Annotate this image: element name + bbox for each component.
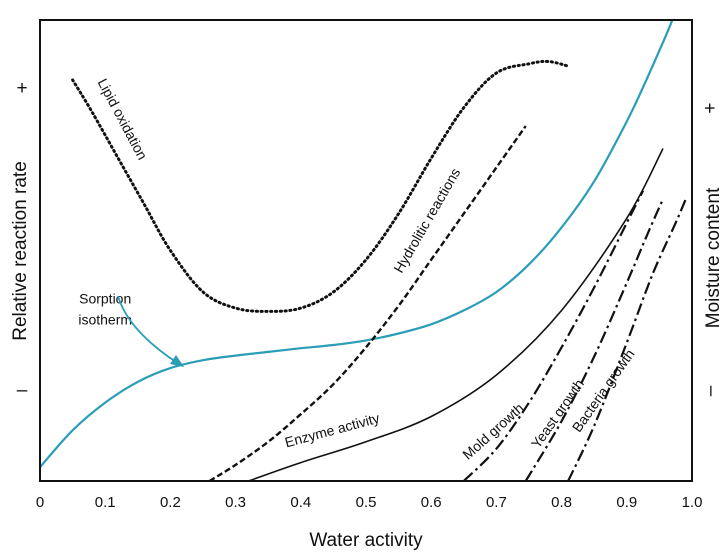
series-line-bacteria-growth xyxy=(567,199,687,482)
y-axis-plus-tick: + xyxy=(16,78,27,99)
y-axis-title: Relative reaction rate xyxy=(10,161,31,341)
annotation-isotherm-2: isotherm xyxy=(78,311,132,327)
x-tick-label-8: 0.8 xyxy=(551,494,572,511)
y-axis-minus-tick: – xyxy=(17,380,28,401)
x-tick-label-5: 0.5 xyxy=(356,494,377,511)
x-axis-title: Water activity xyxy=(309,530,423,551)
series-line-mold-growth xyxy=(463,190,645,482)
annotation-sorption-1: Sorption xyxy=(79,291,131,307)
x-tick-label-9: 0.9 xyxy=(616,494,637,511)
x-tick-label-1: 0.1 xyxy=(95,494,116,511)
y2-axis-minus-tick: – xyxy=(700,385,721,396)
series-line-hydrolitic-reactions xyxy=(208,125,527,483)
x-tick-label-3: 0.3 xyxy=(225,494,246,511)
series-line-yeast-growth xyxy=(524,199,664,482)
series-line-sorption-isotherm xyxy=(38,18,674,469)
tick-layer: 0 0.1 0.2 0.3 0.4 0.5 0.6 0.7 0.8 0.9 1.0 xyxy=(36,494,703,511)
x-tick-label-10: 1.0 xyxy=(682,494,703,511)
series-line-enzyme-activity xyxy=(247,148,664,482)
sorption-arrow-shaft xyxy=(117,295,177,363)
x-tick-label-4: 0.4 xyxy=(290,494,311,511)
x-tick-label-6: 0.6 xyxy=(421,494,442,511)
sorption-arrow-head xyxy=(170,355,184,367)
annotation-hydrolitic-reactions-3: Hydrolitic reactions xyxy=(390,165,463,275)
plot-frame xyxy=(39,19,693,482)
x-tick-label-7: 0.7 xyxy=(486,494,507,511)
x-tick-label-2: 0.2 xyxy=(160,494,181,511)
series-layer xyxy=(38,18,687,483)
x-tick-label-0: 0 xyxy=(36,494,44,511)
sorption-arrow-icon xyxy=(117,295,184,367)
annotation-lipid-oxidation-0: Lipid oxidation xyxy=(95,76,151,163)
series-line-lipid-oxidation xyxy=(71,59,570,313)
y2-axis-plus-tick: + xyxy=(700,102,721,113)
y2-axis-title: Moisture content xyxy=(703,187,723,328)
